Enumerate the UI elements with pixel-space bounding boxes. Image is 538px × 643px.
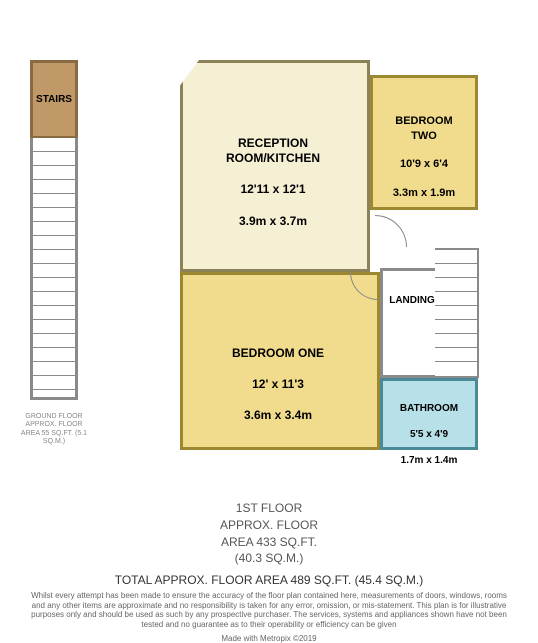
reception-dim-met: 3.9m x 3.7m (239, 214, 307, 228)
reception-dim-imp: 12'11 x 12'1 (240, 182, 305, 196)
landing-label: LANDING (382, 294, 442, 307)
floor-name: 1ST FLOOR (0, 500, 538, 517)
stair-step (33, 334, 75, 348)
stair-step (33, 180, 75, 194)
stair-step (33, 362, 75, 376)
stair-step (33, 194, 75, 208)
stair-step (435, 320, 477, 334)
bed1-dim-imp: 12' x 11'3 (252, 377, 304, 391)
floorplan-container: STAIRS GROUND FLOOR APPROX. FLOOR AREA 5… (0, 0, 538, 640)
reception-label: RECEPTION ROOM/KITCHEN 12'11 x 12'1 3.9m… (198, 120, 348, 229)
bed2-name: BEDROOM TWO (395, 115, 452, 141)
stair-step (33, 138, 75, 152)
bath-dim-imp: 5'5 x 4'9 (410, 429, 448, 440)
stair-step (33, 278, 75, 292)
bed1-dim-met: 3.6m x 3.4m (244, 408, 312, 422)
approx-label: APPROX. FLOOR (0, 517, 538, 534)
stair-step (33, 236, 75, 250)
stair-step (435, 264, 477, 278)
door-arc (375, 215, 407, 247)
disclaimer-text: Whilst every attempt has been made to en… (0, 591, 538, 629)
stairs-steps (30, 138, 78, 400)
bed1-name: BEDROOM ONE (232, 346, 324, 360)
stairs-label: STAIRS (36, 94, 72, 105)
area-imperial: AREA 433 SQ.FT. (0, 534, 538, 551)
bathroom-label: BATHROOM 5'5 x 4'9 1.7m x 1.4m (382, 389, 476, 467)
total-area: TOTAL APPROX. FLOOR AREA 489 SQ.FT. (45.… (0, 573, 538, 587)
bath-dim-met: 1.7m x 1.4m (401, 455, 458, 466)
stair-step (33, 152, 75, 166)
stair-step (33, 376, 75, 390)
bed2-dim-imp: 10'9 x 6'4 (400, 158, 448, 170)
area-metric: (40.3 SQ.M.) (0, 550, 538, 567)
stair-step (33, 208, 75, 222)
credit-text: Made with Metropix ©2019 (0, 634, 538, 643)
stair-step (33, 306, 75, 320)
stair-step (435, 306, 477, 320)
stair-step (33, 222, 75, 236)
bedroom-two-label: BEDROOM TWO 10'9 x 6'4 3.3m x 1.9m (376, 100, 472, 200)
stair-step (435, 250, 477, 264)
stair-step (33, 348, 75, 362)
footer-block: 1ST FLOOR APPROX. FLOOR AREA 433 SQ.FT. … (0, 500, 538, 643)
ground-floor-stairs: STAIRS (30, 60, 78, 400)
stair-step (33, 166, 75, 180)
stairs-landing-top: STAIRS (30, 60, 78, 138)
stair-step (33, 320, 75, 334)
reception-name: RECEPTION ROOM/KITCHEN (226, 136, 320, 166)
bed2-dim-met: 3.3m x 1.9m (393, 187, 455, 199)
landing-stairs (435, 248, 479, 378)
stair-step (33, 292, 75, 306)
stair-step (435, 278, 477, 292)
stair-step (435, 348, 477, 362)
stair-step (435, 334, 477, 348)
stair-step (33, 250, 75, 264)
stair-step (33, 264, 75, 278)
bedroom-one-label: BEDROOM ONE 12' x 11'3 3.6m x 3.4m (198, 330, 358, 424)
ground-floor-info: GROUND FLOOR APPROX. FLOOR AREA 55 SQ.FT… (18, 413, 90, 447)
bath-name: BATHROOM (400, 403, 458, 414)
